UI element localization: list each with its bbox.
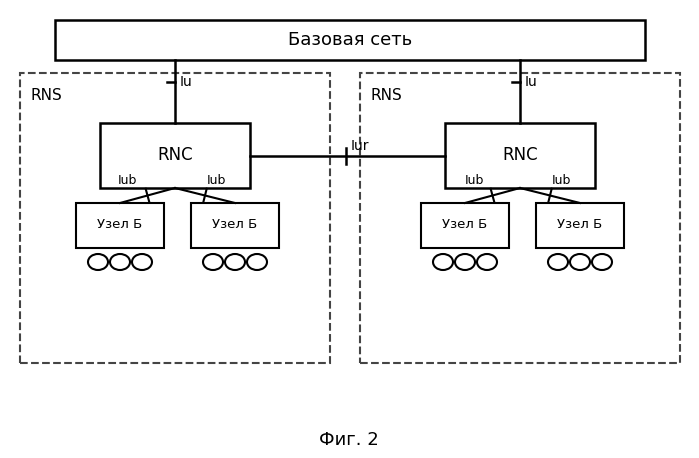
- Ellipse shape: [110, 254, 130, 270]
- Bar: [20, 73, 330, 363]
- Ellipse shape: [88, 254, 108, 270]
- Bar: [360, 73, 680, 363]
- Text: RNC: RNC: [502, 147, 538, 164]
- Text: Iub: Iub: [465, 174, 484, 187]
- Text: Iu: Iu: [525, 75, 538, 88]
- Bar: [421, 203, 509, 248]
- Text: Базовая сеть: Базовая сеть: [288, 31, 412, 49]
- Bar: [55, 20, 645, 60]
- Text: RNS: RNS: [30, 88, 62, 103]
- Bar: [191, 203, 279, 248]
- Ellipse shape: [225, 254, 245, 270]
- Text: Фиг. 2: Фиг. 2: [319, 431, 379, 449]
- Ellipse shape: [132, 254, 152, 270]
- Text: Узел Б: Узел Б: [557, 218, 603, 231]
- Text: Iur: Iur: [350, 140, 369, 153]
- Text: Iub: Iub: [117, 174, 137, 187]
- Text: Узел Б: Узел Б: [97, 218, 143, 231]
- Bar: [100, 123, 250, 188]
- Ellipse shape: [592, 254, 612, 270]
- Text: RNS: RNS: [370, 88, 402, 103]
- Bar: [536, 203, 624, 248]
- Ellipse shape: [203, 254, 223, 270]
- Text: Iub: Iub: [207, 174, 226, 187]
- Ellipse shape: [477, 254, 497, 270]
- Ellipse shape: [455, 254, 475, 270]
- Text: Узел Б: Узел Б: [442, 218, 488, 231]
- Ellipse shape: [570, 254, 590, 270]
- Text: RNC: RNC: [157, 147, 193, 164]
- Text: Узел Б: Узел Б: [212, 218, 258, 231]
- Ellipse shape: [247, 254, 267, 270]
- Ellipse shape: [548, 254, 568, 270]
- Bar: [76, 203, 164, 248]
- Ellipse shape: [433, 254, 453, 270]
- Bar: [445, 123, 595, 188]
- Text: Iub: Iub: [552, 174, 571, 187]
- Text: Iu: Iu: [180, 75, 193, 88]
